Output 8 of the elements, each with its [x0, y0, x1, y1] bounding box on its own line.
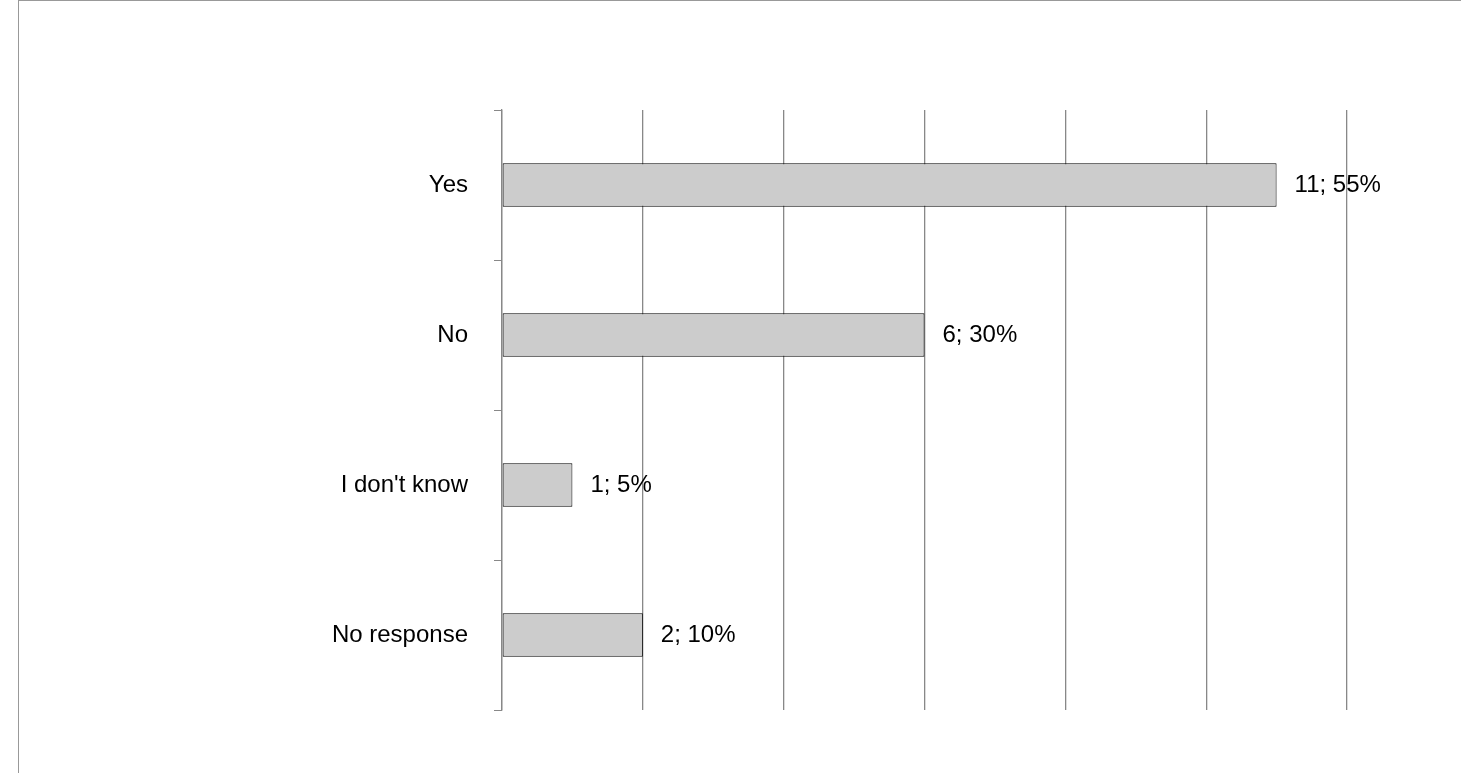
y-tick-label: I don't know: [340, 469, 469, 497]
y-tick-label: No: [437, 319, 468, 347]
y-tick-label: No response: [331, 619, 468, 647]
data-label: 2; 10%: [660, 619, 736, 647]
data-label: 1; 5%: [590, 469, 652, 497]
data-label: 11; 55%: [1294, 169, 1381, 197]
data-label: 6; 30%: [942, 319, 1018, 347]
y-tick-label: Yes: [428, 169, 468, 197]
